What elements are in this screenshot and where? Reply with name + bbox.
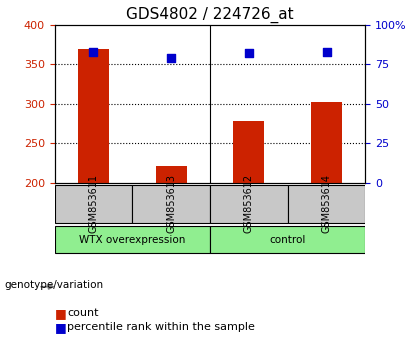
Bar (210, 185, 288, 223)
Bar (288, 185, 365, 223)
Bar (78, 48, 109, 183)
Text: genotype/variation: genotype/variation (4, 280, 103, 290)
Text: GSM853614: GSM853614 (322, 174, 331, 233)
Text: count: count (67, 308, 99, 318)
Point (168, 55, 175, 61)
Text: ■: ■ (55, 307, 66, 320)
Point (323, 49, 330, 55)
Bar (155, 166, 186, 183)
Text: GSM853613: GSM853613 (166, 174, 176, 233)
Text: control: control (270, 235, 306, 245)
Bar (234, 121, 265, 183)
Text: ■: ■ (55, 321, 66, 334)
Text: WTX overexpression: WTX overexpression (79, 235, 186, 245)
Point (90, 49, 97, 55)
Point (245, 50, 252, 56)
Text: GSM853611: GSM853611 (89, 174, 98, 233)
Text: percentile rank within the sample: percentile rank within the sample (67, 322, 255, 332)
Bar (132, 185, 210, 223)
Text: GSM853612: GSM853612 (244, 174, 254, 233)
Bar (55, 185, 132, 223)
Title: GDS4802 / 224726_at: GDS4802 / 224726_at (126, 7, 294, 23)
Bar (311, 102, 342, 183)
Bar (55, 226, 210, 253)
Bar (210, 226, 365, 253)
